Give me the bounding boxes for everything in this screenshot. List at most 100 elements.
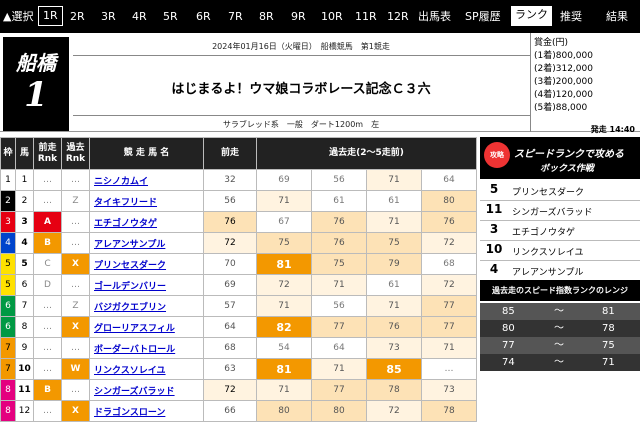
prev-rank-cell: … [33, 400, 62, 422]
range-tilde: 〜 [554, 306, 564, 317]
horse-name[interactable]: アレアンサンプル [89, 232, 204, 254]
past-race-score: 71 [366, 295, 422, 317]
horse-name[interactable]: リンクスソレイユ [89, 358, 204, 380]
race-tab-4R[interactable]: 4R [132, 10, 147, 23]
horse-name[interactable]: ゴールデンバリー [89, 274, 204, 296]
range-row: 77 〜 75 [480, 337, 640, 354]
prize-line: (4着)120,000 [534, 90, 593, 100]
race-tab-11R[interactable]: 11R [355, 10, 377, 23]
box-pick-item: 4 アレアンサンプル [480, 261, 640, 281]
menu-shutuba[interactable]: 出馬表 [418, 10, 451, 23]
past-race-score: 78 [366, 379, 422, 401]
menu-sp-history[interactable]: SP履歴 [465, 10, 501, 23]
table-row: 8 11 B… シンガーズバラッド 72 71 77 78 73 [0, 379, 478, 401]
last-race-score: 72 [203, 379, 257, 401]
race-tab-8R[interactable]: 8R [259, 10, 274, 23]
uma-cell: 5 [15, 253, 34, 275]
divider [73, 115, 530, 116]
strategy-banner: 攻略 スピードランクで攻める ボックス作戦 [480, 137, 640, 179]
past-race-score: 64 [420, 169, 478, 191]
horse-name[interactable]: エチゴノウタゲ [89, 211, 204, 233]
past-rank-cell: X [61, 253, 90, 275]
past-race-score: 54 [256, 337, 312, 359]
table-row: 5 6 D… ゴールデンバリー 69 72 71 61 72 [0, 274, 478, 296]
past-rank-cell: Z [61, 190, 90, 212]
range-low: 77 [502, 340, 515, 351]
pick-number: 11 [485, 202, 503, 216]
last-race-score: 72 [203, 232, 257, 254]
past-race-score: 80 [256, 400, 312, 422]
waku-cell: 8 [0, 379, 16, 401]
pick-horse-name: プリンセスダーク [512, 188, 585, 198]
uma-cell: 12 [15, 400, 34, 422]
past-race-score: 56 [311, 295, 367, 317]
last-race-score: 66 [203, 400, 257, 422]
divider [73, 55, 530, 56]
race-tab-2R[interactable]: 2R [70, 10, 85, 23]
prev-rank-cell: … [33, 337, 62, 359]
header-last-race: 前走 [203, 137, 257, 170]
menu-rank[interactable]: ランク [511, 6, 552, 26]
race-tab-6R[interactable]: 6R [196, 10, 211, 23]
range-tilde: 〜 [554, 357, 564, 368]
race-number: 1 [24, 75, 48, 115]
venue-name: 船橋 [16, 51, 56, 75]
race-tab-12R[interactable]: 12R [387, 10, 409, 23]
race-tab-9R[interactable]: 9R [291, 10, 306, 23]
past-race-score: 81 [256, 358, 312, 380]
race-tab-7R[interactable]: 7R [228, 10, 243, 23]
waku-cell: 2 [0, 190, 16, 212]
waku-cell: 5 [0, 274, 16, 296]
past-rank-cell: Z [61, 295, 90, 317]
menu-suisho[interactable]: 推奨 [560, 10, 582, 23]
table-row: 8 12… X ドラゴンスローン 66 80 80 72 78 [0, 400, 478, 422]
past-race-score: 80 [420, 190, 478, 212]
strategy-badge: 攻略 [484, 142, 510, 168]
table-row: 5 5 C X プリンセスダーク 70 81 75 79 68 [0, 253, 478, 275]
past-race-score: 78 [420, 400, 478, 422]
top-nav-bar: ▲選択 1R 2R 3R 4R 5R 6R 7R 8R 9R 10R 11R 12R 出馬表 SP履歴… [0, 0, 640, 33]
divider [530, 33, 531, 132]
race-tab-10R[interactable]: 10R [321, 10, 343, 23]
past-race-score: 71 [420, 337, 478, 359]
race-tab-1R[interactable]: 1R [38, 6, 63, 26]
menu-kekka[interactable]: 結果 [606, 10, 628, 23]
last-race-score: 56 [203, 190, 257, 212]
box-pick-item: 5 プリンセスダーク [480, 181, 640, 201]
past-race-score: 69 [256, 169, 312, 191]
header-prev-rank: 前走 Rnk [33, 137, 62, 170]
waku-cell: 7 [0, 358, 16, 380]
past-race-score: 77 [420, 295, 478, 317]
race-select-toggle[interactable]: ▲選択 [3, 10, 34, 23]
range-high: 71 [602, 357, 615, 368]
race-tab-3R[interactable]: 3R [101, 10, 116, 23]
horse-name[interactable]: バジガクエブリン [89, 295, 204, 317]
horse-name[interactable]: ドラゴンスローン [89, 400, 204, 422]
prev-rank-cell: … [33, 169, 62, 191]
past-race-score: 61 [366, 274, 422, 296]
horse-name[interactable]: ニシノカムイ [89, 169, 204, 191]
horse-name[interactable]: ボーダーバトロール [89, 337, 204, 359]
table-row: 1 1…… ニシノカムイ 32 69 56 71 64 [0, 169, 478, 191]
horse-name[interactable]: グローリアスフィル [89, 316, 204, 338]
horse-name[interactable]: シンガーズバラッド [89, 379, 204, 401]
horse-name[interactable]: タイキフリード [89, 190, 204, 212]
pick-horse-name: エチゴノウタゲ [512, 228, 576, 238]
prize-line: (5着)88,000 [534, 103, 588, 113]
race-tab-5R[interactable]: 5R [163, 10, 178, 23]
header-past-rank: 過去 Rnk [61, 137, 90, 170]
past-race-score: 76 [366, 316, 422, 338]
past-race-score: 80 [311, 400, 367, 422]
past-race-score: 82 [256, 316, 312, 338]
uma-cell: 11 [15, 379, 34, 401]
last-race-score: 32 [203, 169, 257, 191]
header-past-races: 過去走(2〜5走前) [255, 137, 478, 170]
range-high: 81 [602, 306, 615, 317]
past-race-score: 72 [420, 274, 478, 296]
header-uma: 馬 [15, 137, 34, 170]
table-row: 6 8… X グローリアスフィル 64 82 77 76 77 [0, 316, 478, 338]
box-pick-item: 11 シンガーズバラッド [480, 201, 640, 221]
past-race-score: 76 [420, 211, 478, 233]
horse-name[interactable]: プリンセスダーク [89, 253, 204, 275]
pick-horse-name: シンガーズバラッド [512, 208, 593, 218]
